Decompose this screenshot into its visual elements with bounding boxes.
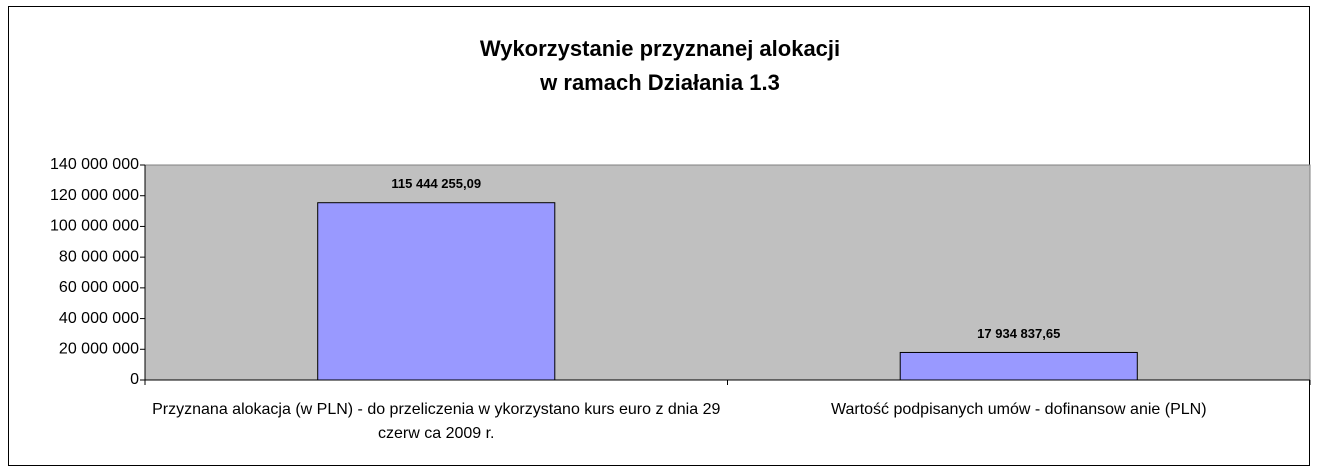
y-tick-label: 80 000 000 [59, 248, 139, 265]
chart-title: Wykorzystanie przyznanej alokacji [480, 36, 840, 61]
value-label: 17 934 837,65 [977, 326, 1060, 341]
y-tick-label: 20 000 000 [59, 341, 139, 358]
y-tick-label: 0 [130, 371, 139, 388]
bar [899, 351, 1138, 381]
y-tick-label: 60 000 000 [59, 279, 139, 296]
x-tick-label: Wartość podpisanych umów - dofinansow an… [830, 401, 1207, 418]
y-tick-label: 120 000 000 [50, 187, 139, 204]
value-label: 115 444 255,09 [391, 176, 481, 191]
x-tick-label: Przyznana alokacja (w PLN) - do przelicz… [152, 401, 721, 442]
y-tick-label: 100 000 000 [50, 218, 139, 235]
chart-title: w ramach Działania 1.3 [539, 70, 780, 95]
bar [317, 202, 556, 381]
y-tick-label: 40 000 000 [59, 310, 139, 327]
y-tick-label: 140 000 000 [50, 156, 139, 173]
